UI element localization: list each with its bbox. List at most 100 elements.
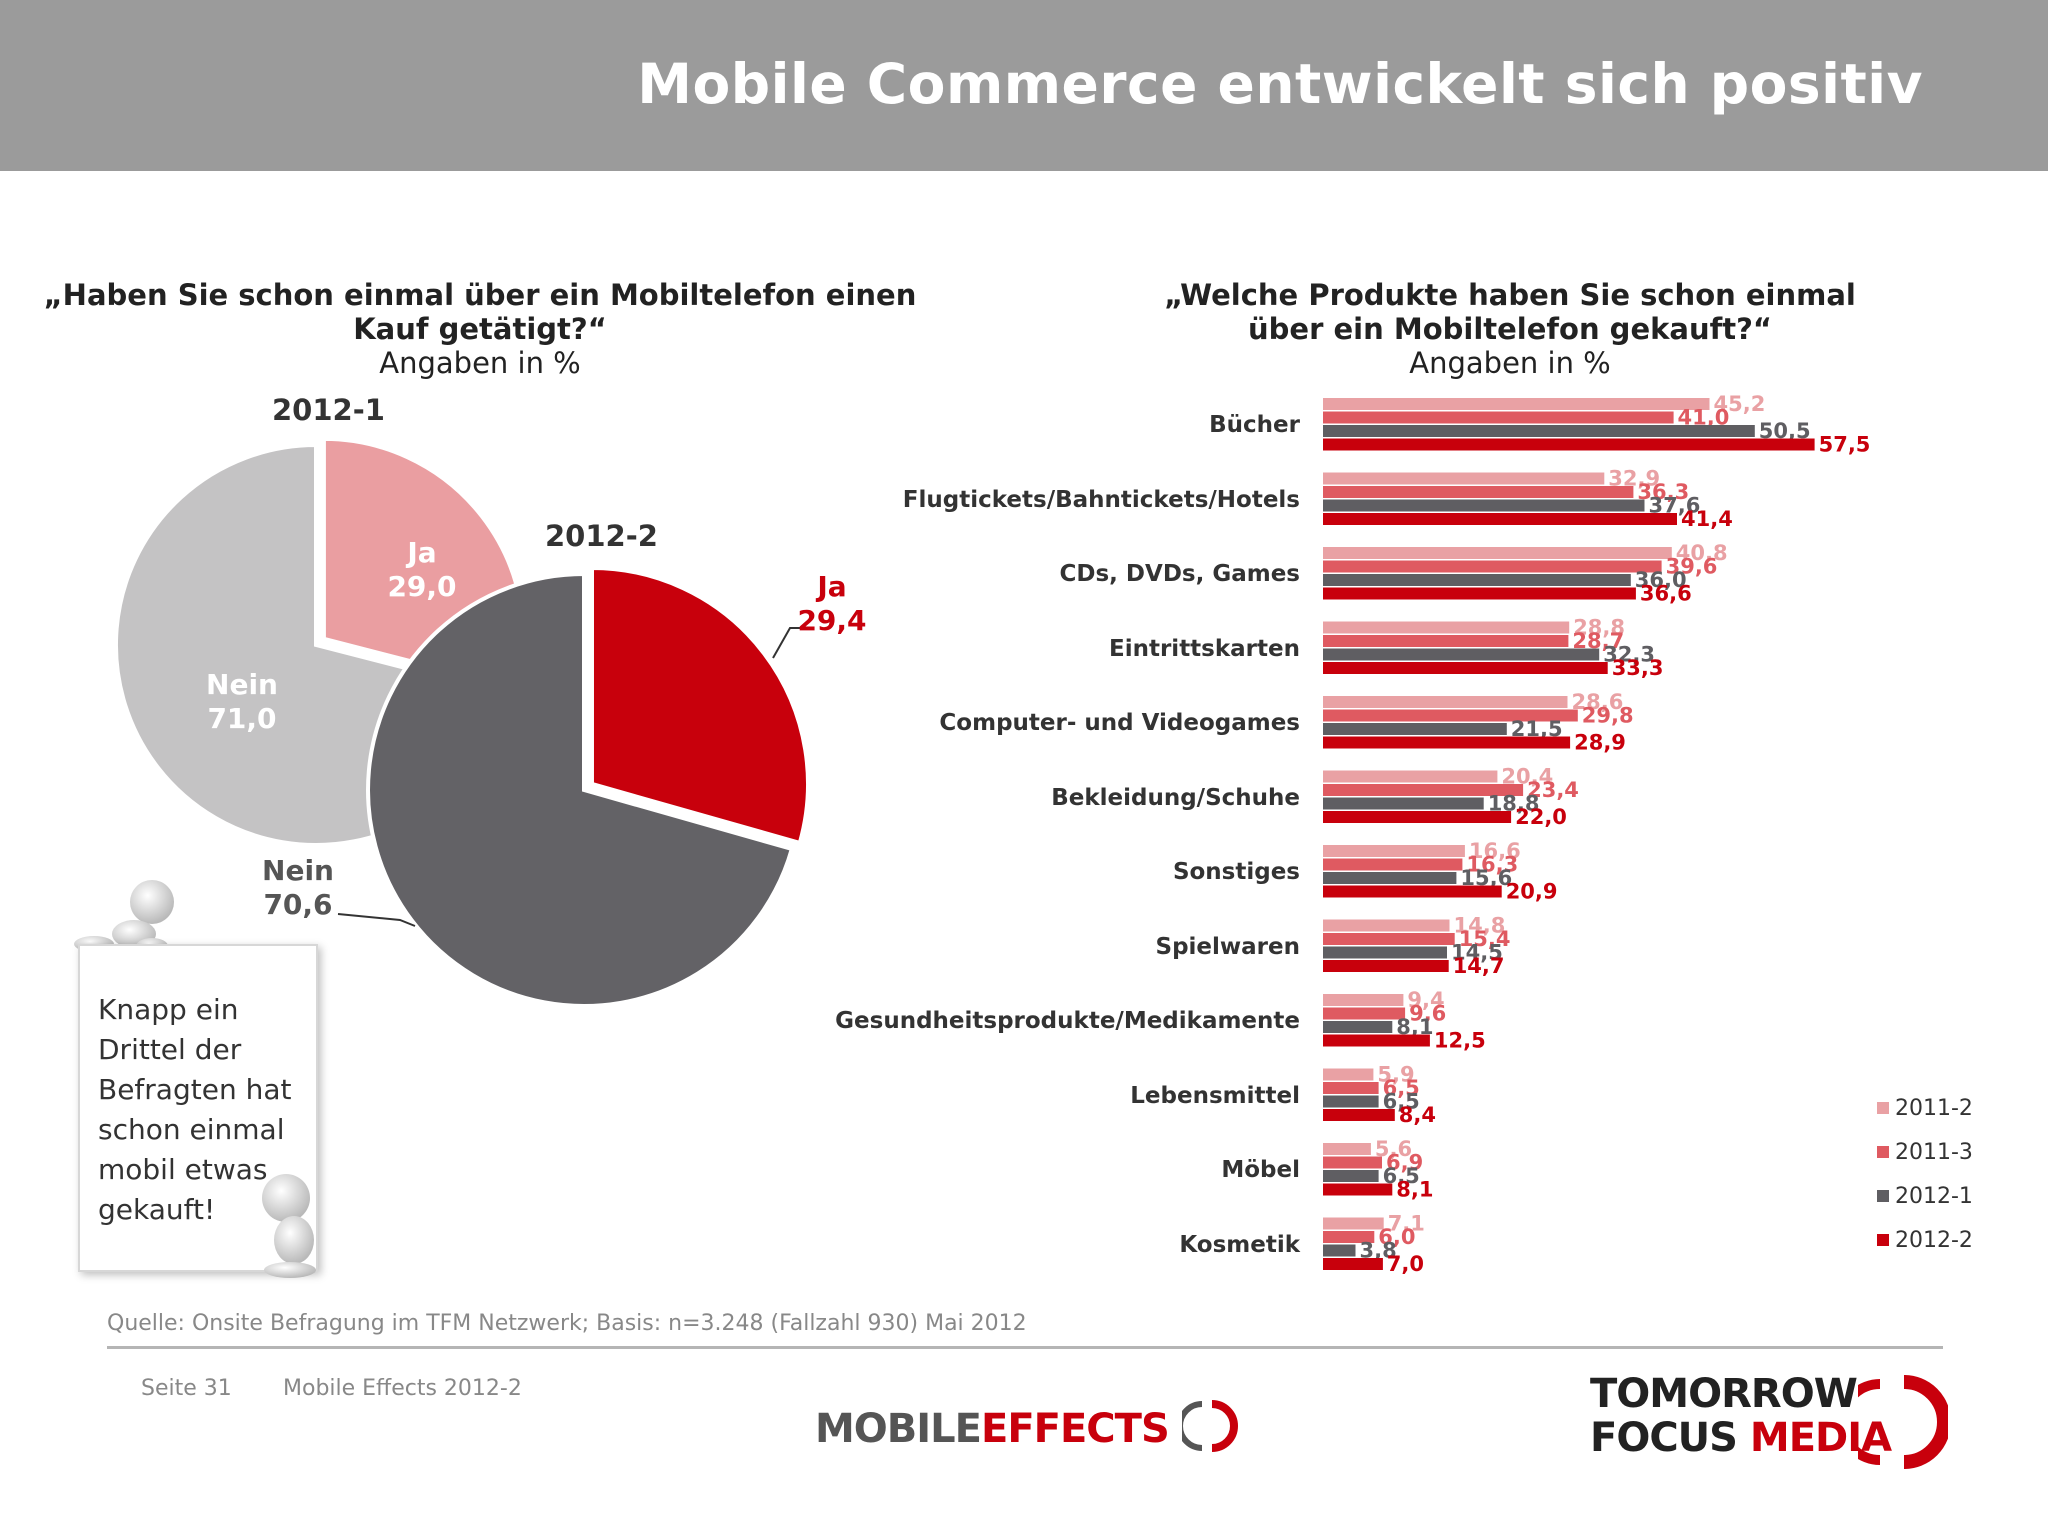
bar-2011-3 — [1323, 784, 1524, 796]
bar-2011-2 — [1323, 770, 1498, 783]
bar-2011-2 — [1323, 472, 1605, 485]
category-label: Kosmetik — [1179, 1231, 1300, 1258]
bar-value-label: 7,0 — [1387, 1252, 1424, 1276]
bar-value-label: 22,0 — [1515, 805, 1567, 829]
legend-swatch-2011-3 — [1877, 1146, 1889, 1158]
category-label: Sonstiges — [1172, 859, 1300, 885]
bar-value-label: 41,4 — [1681, 507, 1733, 531]
bar-value-label: 32,3 — [1603, 643, 1655, 667]
bar-value-label: 20,9 — [1506, 880, 1558, 904]
category-label: Bücher — [1209, 412, 1300, 438]
legend-item-2012-1: 2012-1 — [1877, 1184, 1973, 1209]
bar-2012-1 — [1323, 1170, 1379, 1182]
bar-value-label: 39,6 — [1666, 555, 1718, 579]
bar-2011-3 — [1323, 1082, 1379, 1094]
logo-tfm-media: MEDIA — [1749, 1415, 1892, 1461]
bar-2011-3 — [1323, 709, 1578, 722]
legend-label-2011-3: 2011-3 — [1895, 1140, 1973, 1165]
footer-divider — [107, 1346, 1943, 1349]
pie1-ja-value: 29,0 — [387, 570, 457, 603]
bar-2011-3 — [1323, 560, 1662, 573]
bar-2012-2 — [1323, 1183, 1393, 1196]
header-bar: Mobile Commerce entwickelt sich positiv — [0, 0, 2048, 171]
pie1-ja-label-text: Ja — [407, 536, 437, 569]
bar-2011-3 — [1323, 411, 1674, 424]
bar-2011-2 — [1323, 994, 1404, 1006]
right-question-line1: „Welche Produkte haben Sie schon einmal — [1164, 278, 1856, 312]
bar-value-label: 45,2 — [1714, 392, 1766, 416]
bar-value-label: 36,3 — [1637, 480, 1689, 504]
bar-2012-1 — [1323, 648, 1600, 661]
bar-value-label: 36,6 — [1640, 582, 1692, 606]
legend-label-2012-1: 2012-1 — [1895, 1184, 1973, 1209]
pie2-ja-label-text: Ja — [817, 570, 847, 603]
legend-label-2012-2: 2012-2 — [1895, 1228, 1973, 1253]
bar-value-label: 15,4 — [1459, 927, 1511, 951]
bar-value-label: 16,3 — [1466, 853, 1518, 877]
bar-2012-2 — [1323, 1258, 1383, 1270]
bar-2011-2 — [1323, 1143, 1371, 1155]
bar-2011-2 — [1323, 398, 1710, 410]
legend-item-2011-3: 2011-3 — [1877, 1140, 1973, 1165]
pie1-nein-label: Nein 71,0 — [192, 668, 292, 736]
figure-bottom-icon — [262, 1174, 316, 1278]
bar-value-label: 14,5 — [1451, 941, 1503, 965]
bar-2011-3 — [1323, 858, 1463, 871]
category-label: Spielwaren — [1155, 933, 1300, 960]
tfm-brackets-icon — [1858, 1375, 1948, 1469]
pie1-year-label: 2012-1 — [272, 393, 385, 427]
bar-value-label: 14,8 — [1454, 914, 1506, 938]
bar-2012-1 — [1323, 723, 1507, 735]
logo-effects-text: EFFECTS — [981, 1406, 1170, 1452]
bar-value-label: 8,4 — [1399, 1103, 1436, 1127]
category-label: Bekleidung/Schuhe — [1051, 784, 1300, 811]
bar-value-label: 9,4 — [1407, 988, 1444, 1012]
note-box: Knapp ein Drittel der Befragten hat scho… — [78, 944, 318, 1272]
bar-2011-3 — [1323, 933, 1455, 945]
bar-2012-1 — [1323, 574, 1631, 586]
legend-item-2011-2: 2011-2 — [1877, 1096, 1973, 1121]
bar-2012-1 — [1323, 946, 1447, 959]
mobile-effects-logo: MOBILEEFFECTS — [815, 1398, 1238, 1454]
pie2-nein-leader-line — [337, 913, 416, 927]
right-question: „Welche Produkte haben Sie schon einmal … — [1100, 278, 1920, 380]
bar-value-label: 14,7 — [1453, 954, 1505, 978]
bar-value-label: 57,5 — [1819, 433, 1871, 457]
category-label: Möbel — [1221, 1157, 1300, 1183]
pie2-nein-label-text: Nein — [262, 854, 334, 887]
bar-value-label: 28,6 — [1572, 690, 1624, 714]
bar-2011-2 — [1323, 1068, 1374, 1081]
bar-value-label: 23,4 — [1527, 778, 1579, 802]
bar-2011-2 — [1323, 919, 1450, 932]
bar-value-label: 29,8 — [1582, 704, 1634, 728]
left-subtitle: Angaben in % — [379, 346, 581, 380]
category-label: Flugtickets/Bahntickets/Hotels — [902, 486, 1300, 513]
pie2-nein-label: Nein 70,6 — [248, 854, 348, 922]
bar-value-label: 7,1 — [1388, 1212, 1425, 1236]
bar-2012-1 — [1323, 872, 1457, 884]
bar-2011-3 — [1323, 486, 1634, 498]
bar-2012-1 — [1323, 797, 1484, 810]
right-subtitle: Angaben in % — [1409, 346, 1611, 380]
bar-2011-2 — [1323, 621, 1570, 634]
bar-value-label: 16,6 — [1469, 839, 1521, 863]
left-question: „Haben Sie schon einmal über ein Mobilte… — [40, 278, 920, 380]
report-name: Mobile Effects 2012-2 — [283, 1376, 522, 1401]
page-title: Mobile Commerce entwickelt sich positiv — [637, 52, 1923, 116]
pie1-ja-label: Ja 29,0 — [372, 536, 472, 604]
bar-2012-2 — [1323, 1034, 1430, 1047]
bar-2011-3 — [1323, 1156, 1382, 1169]
bar-value-label: 9,6 — [1409, 1002, 1446, 1026]
bar-2012-2 — [1323, 885, 1502, 898]
bar-2011-2 — [1323, 547, 1672, 559]
pie2-ja-leader-line — [772, 627, 800, 659]
logo-mobile-text: MOBILE — [815, 1406, 982, 1452]
logo-tfm-line1: TOMORROW — [1590, 1371, 1858, 1417]
bar-2011-3 — [1323, 635, 1569, 647]
bar-2012-2 — [1323, 811, 1512, 823]
bar-value-label: 6,0 — [1378, 1225, 1415, 1249]
bar-2012-1 — [1323, 425, 1755, 437]
category-label: Lebensmittel — [1130, 1082, 1300, 1109]
pie2-ja-label: Ja 29,4 — [782, 570, 882, 638]
category-label: Gesundheitsprodukte/Medikamente — [835, 1008, 1300, 1034]
